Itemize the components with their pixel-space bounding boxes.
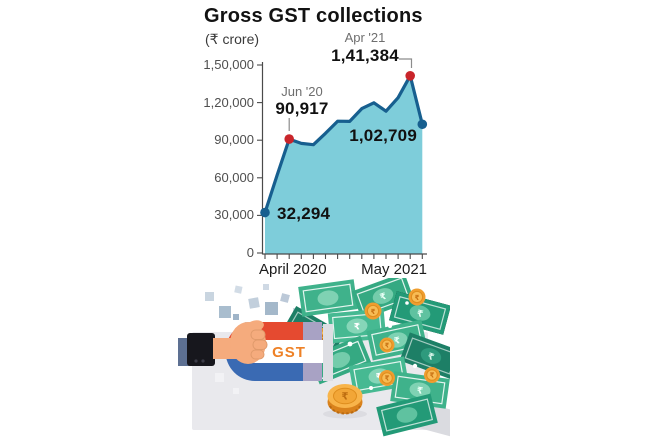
magnet-tip-icon [303,322,322,340]
data-point-dots [260,70,428,218]
highlight-dot [417,119,428,130]
apr20-value-label: 32,294 [277,204,331,223]
svg-text:₹: ₹ [385,343,390,350]
svg-text:₹: ₹ [415,294,420,302]
xtick-may-2021: May 2021 [361,261,427,278]
gst-magnet-illustration: ₹ ₹ ₹ ₹ ₹ ₹ ₹ ₹ ₹ ₹ ₹ ₹ ₹ [178,278,450,438]
ytick-60000: 60,000 [214,169,254,185]
chart-area-fill [265,75,423,254]
highlight-dot [284,134,295,144]
svg-text:₹: ₹ [342,392,349,403]
gst-area-chart [257,58,428,259]
highlight-dot [260,207,270,218]
highlight-dot [405,70,416,81]
page-title: Gross GST collections [204,5,423,27]
unit-label: (₹ crore) [205,31,260,47]
ytick-120000: 1,20,000 [203,94,254,110]
may21-value-label: 1,02,709 [349,126,417,145]
fist-icon [230,320,268,364]
y-axis-ticks [257,64,263,254]
svg-text:₹: ₹ [375,371,383,382]
ytick-90000: 90,000 [214,132,254,147]
coin-icon: ₹ [379,337,395,353]
svg-text:₹: ₹ [379,291,388,303]
coin-icon: ₹ [364,302,382,320]
ytick-150000: 1,50,000 [203,57,254,72]
jun20-month-label: Jun '20 [281,84,323,99]
magnet-banner [255,340,323,363]
jun20-value-label: 90,917 [275,99,329,118]
svg-text:₹: ₹ [371,308,376,316]
apr21-month-label: Apr '21 [344,30,386,45]
magnet-shadow [323,324,333,381]
magnet-hand-group: GST [178,320,333,381]
coin-icon: ₹ [379,370,395,386]
xtick-april-2020: April 2020 [259,261,327,278]
coin-icon: ₹ [408,288,426,306]
svg-text:₹: ₹ [393,335,401,346]
svg-text:₹: ₹ [416,308,425,319]
watch-icon [187,333,215,366]
banknote-icon: ₹ [399,332,450,380]
x-axis-ticks [264,254,423,259]
svg-text:₹: ₹ [416,385,424,396]
svg-text:₹: ₹ [353,321,360,332]
ytick-30000: 30,000 [214,207,254,222]
gst-label: GST [272,344,306,361]
magnet-tip-icon [303,363,322,381]
coin-icon: ₹ [424,367,440,383]
apr-callout-connector [399,58,413,68]
banknote-icon [298,279,358,317]
apr21-value-label: 1,41,384 [331,46,399,65]
svg-text:₹: ₹ [385,375,390,383]
banknote-icon [376,393,438,437]
ytick-0: 0 [246,245,254,260]
svg-text:₹: ₹ [426,351,435,363]
svg-text:₹: ₹ [430,372,435,380]
big-coin-icon: ₹ [327,384,363,415]
